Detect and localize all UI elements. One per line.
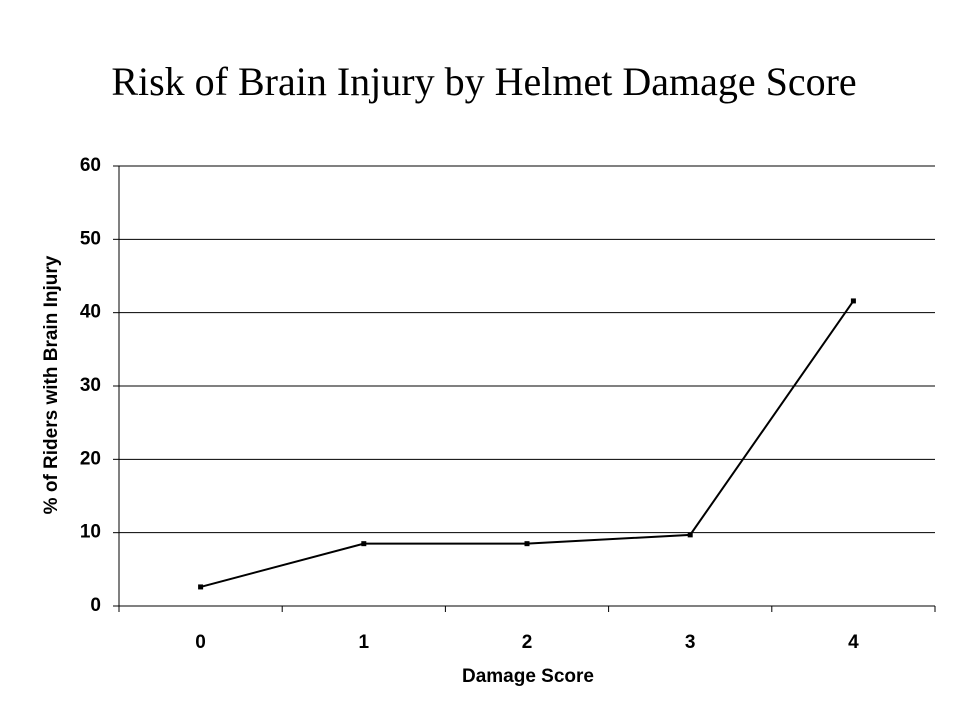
x-tick-label: 1: [359, 632, 370, 653]
data-point: [198, 584, 204, 590]
y-axis-label: % of Riders with Brain Injury: [41, 255, 62, 514]
x-axis-label: Damage Score: [462, 666, 594, 687]
chart-title: Risk of Brain Injury by Helmet Damage Sc…: [111, 59, 856, 104]
data-point: [361, 541, 367, 547]
data-point: [687, 532, 693, 538]
x-tick-label: 4: [848, 632, 859, 653]
y-tick-label: 20: [80, 448, 101, 469]
x-tick-label: 3: [685, 632, 696, 653]
y-tick-label: 10: [80, 522, 101, 543]
data-point: [850, 298, 856, 304]
y-tick-label: 30: [80, 375, 101, 396]
x-tick-label: 0: [195, 632, 206, 653]
x-tick-label: 2: [522, 632, 533, 653]
y-tick-label: 60: [80, 155, 101, 176]
y-tick-label: 0: [90, 595, 101, 616]
y-tick-label: 50: [80, 228, 101, 249]
y-tick-label: 40: [80, 302, 101, 323]
data-point: [524, 541, 530, 547]
